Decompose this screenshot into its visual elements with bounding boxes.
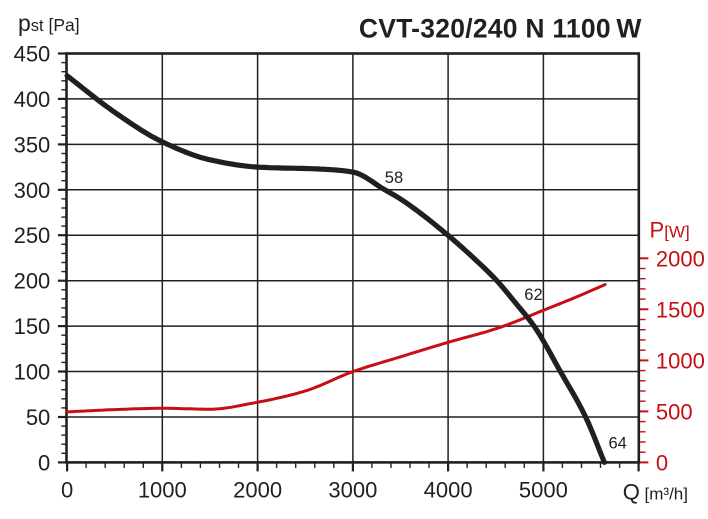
svg-text:400: 400 bbox=[14, 87, 51, 112]
svg-text:5000: 5000 bbox=[519, 477, 568, 502]
svg-text:1000: 1000 bbox=[656, 348, 705, 373]
svg-text:2000: 2000 bbox=[233, 477, 282, 502]
svg-text:1500: 1500 bbox=[656, 297, 705, 322]
svg-text:62: 62 bbox=[524, 286, 542, 304]
svg-text:300: 300 bbox=[14, 178, 51, 203]
svg-text:P[W]: P[W] bbox=[650, 218, 690, 243]
svg-text:Q [m³/h]: Q [m³/h] bbox=[623, 480, 688, 505]
svg-text:58: 58 bbox=[385, 169, 403, 187]
svg-text:1000: 1000 bbox=[138, 477, 187, 502]
svg-text:3000: 3000 bbox=[328, 477, 377, 502]
svg-text:250: 250 bbox=[14, 223, 51, 248]
svg-text:100: 100 bbox=[14, 360, 51, 385]
svg-text:50: 50 bbox=[26, 405, 50, 430]
svg-text:450: 450 bbox=[14, 42, 51, 67]
svg-text:0: 0 bbox=[61, 477, 73, 502]
svg-text:pst [Pa]: pst [Pa] bbox=[18, 10, 80, 36]
svg-text:200: 200 bbox=[14, 269, 51, 294]
svg-text:4000: 4000 bbox=[424, 477, 473, 502]
svg-text:350: 350 bbox=[14, 132, 51, 157]
svg-text:0: 0 bbox=[38, 450, 50, 475]
svg-text:64: 64 bbox=[609, 434, 627, 452]
svg-text:CVT-320/240 N 1100 W: CVT-320/240 N 1100 W bbox=[359, 14, 642, 44]
svg-text:0: 0 bbox=[656, 450, 668, 475]
svg-text:2000: 2000 bbox=[656, 246, 705, 271]
svg-text:500: 500 bbox=[656, 399, 693, 424]
svg-text:150: 150 bbox=[14, 314, 51, 339]
